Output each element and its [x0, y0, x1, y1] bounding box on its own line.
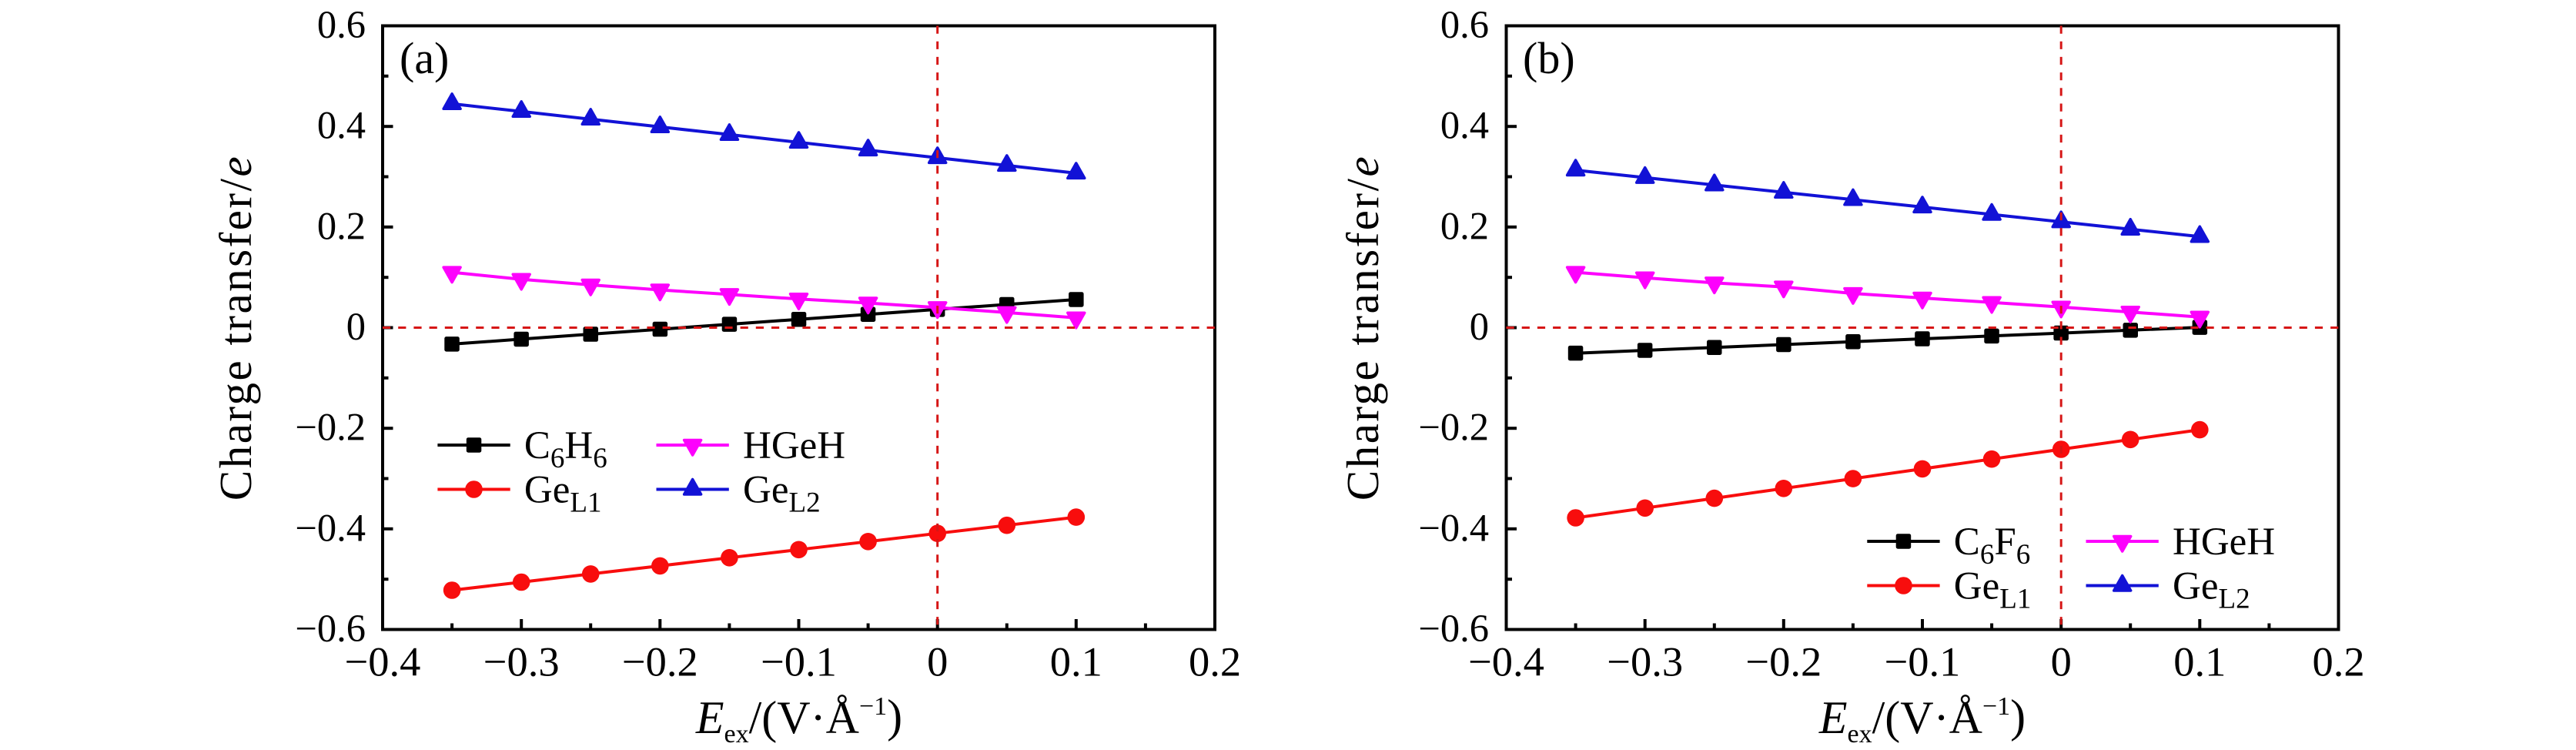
svg-text:C6H6: C6H6	[524, 424, 607, 474]
svg-text:0.2: 0.2	[1440, 204, 1489, 247]
svg-text:0: 0	[927, 638, 948, 685]
svg-text:Charge transfer/e: Charge transfer/e	[1337, 155, 1388, 501]
svg-text:−0.4: −0.4	[345, 638, 421, 685]
svg-text:−0.2: −0.2	[622, 638, 698, 685]
svg-text:Charge transfer/e: Charge transfer/e	[210, 155, 261, 501]
svg-text:−0.6: −0.6	[1418, 607, 1489, 650]
svg-text:0.6: 0.6	[317, 3, 366, 46]
svg-text:0.2: 0.2	[317, 204, 366, 247]
svg-text:Eex/(V·Å−1): Eex/(V·Å−1)	[1818, 691, 2026, 748]
svg-text:0.1: 0.1	[1050, 638, 1102, 685]
svg-text:−0.2: −0.2	[1745, 638, 1822, 685]
svg-text:(a): (a)	[400, 33, 449, 83]
svg-text:−0.2: −0.2	[295, 406, 366, 449]
svg-text:0.6: 0.6	[1440, 3, 1489, 46]
svg-text:−0.2: −0.2	[1418, 406, 1489, 449]
svg-text:−0.6: −0.6	[295, 607, 366, 650]
svg-text:(b): (b)	[1523, 33, 1575, 83]
svg-text:0.2: 0.2	[2312, 638, 2364, 685]
svg-text:−0.4: −0.4	[295, 506, 366, 549]
svg-text:−0.4: −0.4	[1418, 506, 1489, 549]
svg-text:GeL1​: GeL1​	[524, 468, 602, 518]
svg-text:Eex/(V·Å−1): Eex/(V·Å−1)	[695, 691, 902, 748]
svg-text:HGeH: HGeH	[743, 424, 845, 467]
svg-text:0.4: 0.4	[317, 104, 366, 147]
svg-text:−0.3: −0.3	[483, 638, 560, 685]
svg-text:GeL1​: GeL1​	[1954, 564, 2032, 614]
svg-text:GeL2​: GeL2​	[2173, 564, 2250, 614]
svg-text:−0.4: −0.4	[1468, 638, 1544, 685]
svg-text:−0.1: −0.1	[761, 638, 837, 685]
svg-text:0: 0	[2051, 638, 2072, 685]
svg-text:−0.1: −0.1	[1885, 638, 1961, 685]
svg-text:0.1: 0.1	[2173, 638, 2226, 685]
svg-text:HGeH: HGeH	[2173, 521, 2275, 564]
svg-text:0: 0	[1470, 305, 1489, 348]
svg-text:0: 0	[346, 305, 366, 348]
svg-text:−0.3: −0.3	[1607, 638, 1683, 685]
svg-text:GeL2​: GeL2​	[743, 468, 821, 518]
svg-text:C6F6: C6F6	[1954, 521, 2030, 571]
svg-text:0.4: 0.4	[1440, 104, 1489, 147]
svg-text:0.2: 0.2	[1189, 638, 1241, 685]
